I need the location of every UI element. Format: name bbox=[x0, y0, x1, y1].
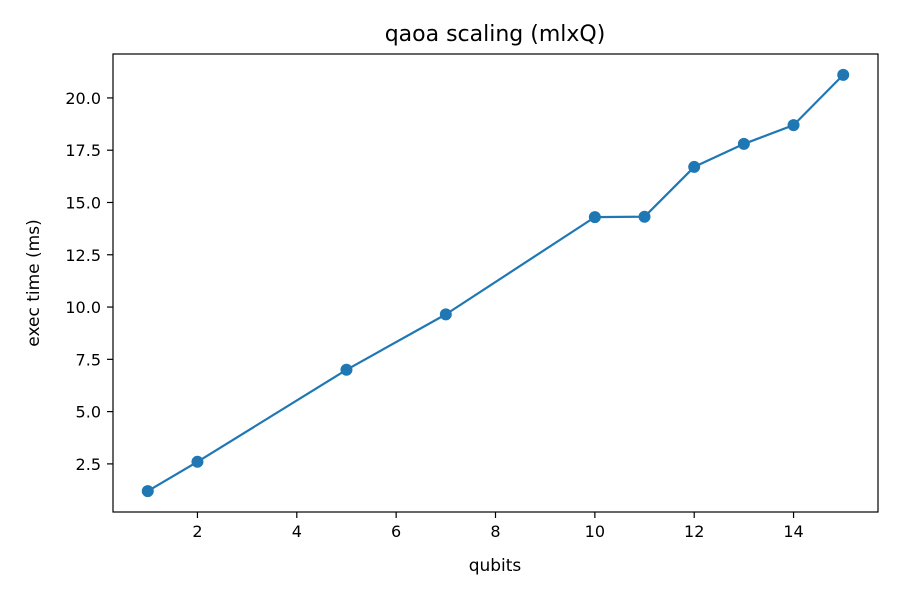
y-tick-label: 10.0 bbox=[65, 298, 101, 317]
data-point bbox=[688, 160, 701, 173]
y-tick-label: 15.0 bbox=[65, 193, 101, 212]
x-tick-label: 12 bbox=[684, 522, 704, 541]
x-tick-label: 10 bbox=[585, 522, 605, 541]
data-point bbox=[737, 137, 750, 150]
data-point bbox=[588, 211, 601, 224]
data-point bbox=[837, 68, 850, 81]
x-tick-label: 4 bbox=[292, 522, 302, 541]
y-tick-label: 2.5 bbox=[76, 455, 101, 474]
series-line bbox=[146, 73, 845, 493]
x-axis-label: qubits bbox=[469, 556, 522, 576]
y-axis-label: exec time (ms) bbox=[24, 219, 44, 346]
y-axis: 2.5 5.0 7.5 10.0 12.5 15.0 17.5 20.0 bbox=[65, 89, 113, 474]
x-tick-label: 2 bbox=[192, 522, 202, 541]
series-layer bbox=[141, 68, 850, 498]
x-axis: 2 4 6 8 10 12 14 bbox=[192, 512, 804, 541]
data-point bbox=[191, 455, 204, 468]
data-point bbox=[141, 485, 154, 498]
y-tick-label: 12.5 bbox=[65, 246, 101, 265]
y-tick-label: 7.5 bbox=[76, 350, 101, 369]
data-point bbox=[638, 210, 651, 223]
y-tick-label: 17.5 bbox=[65, 141, 101, 160]
plot-area bbox=[112, 53, 879, 513]
x-tick-label: 14 bbox=[783, 522, 803, 541]
y-tick-label: 5.0 bbox=[76, 403, 101, 422]
x-tick-label: 8 bbox=[490, 522, 500, 541]
data-point bbox=[439, 308, 452, 321]
x-tick-label: 6 bbox=[391, 522, 401, 541]
data-point bbox=[787, 119, 800, 132]
y-tick-label: 20.0 bbox=[65, 89, 101, 108]
chart-title: qaoa scaling (mlxQ) bbox=[385, 22, 606, 47]
data-point bbox=[340, 363, 353, 376]
